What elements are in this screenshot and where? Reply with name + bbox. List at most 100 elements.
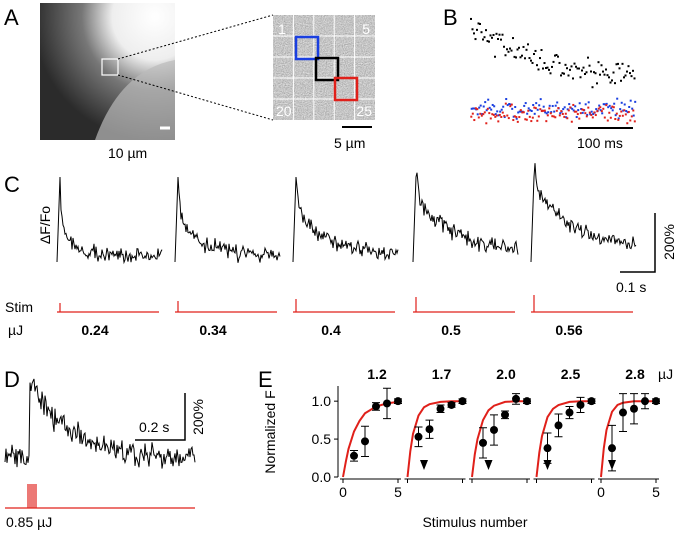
- dot: [500, 38, 502, 41]
- dot: [623, 109, 626, 112]
- dot: [566, 117, 569, 120]
- dot: [567, 109, 570, 112]
- dot: [486, 40, 489, 43]
- dot: [533, 53, 535, 56]
- point: [436, 404, 445, 413]
- dot: [518, 46, 520, 49]
- trace: [530, 163, 637, 263]
- dot: [632, 69, 634, 72]
- dot: [605, 102, 608, 105]
- dot: [533, 112, 536, 115]
- dot: [505, 98, 508, 101]
- dot: [559, 112, 562, 115]
- dot: [494, 55, 496, 58]
- point: [565, 408, 574, 417]
- dot: [473, 32, 475, 35]
- energy: 0.34: [199, 322, 226, 338]
- dot: [606, 119, 609, 122]
- dot: [587, 56, 589, 59]
- dot: [575, 65, 577, 68]
- dot: [515, 56, 517, 59]
- dot: [560, 74, 562, 77]
- dot: [611, 109, 614, 112]
- dot: [506, 48, 508, 51]
- dot: [574, 105, 577, 108]
- stim-trace: [293, 299, 395, 313]
- dot: [611, 79, 613, 82]
- panel-label: D: [4, 367, 20, 392]
- dot: [630, 75, 633, 78]
- point: [383, 399, 391, 408]
- dot: [524, 102, 527, 105]
- dot: [506, 114, 509, 117]
- dot: [531, 61, 534, 64]
- dot: [624, 74, 627, 77]
- energy: 0.5: [441, 322, 461, 338]
- chart: 0.0 0.5 1.0 Normalized F Stimulus number 0 5 1.…: [262, 366, 673, 530]
- dot: [488, 112, 491, 115]
- dot: [531, 116, 534, 119]
- unit-label: µJ: [658, 366, 673, 382]
- dot: [593, 71, 595, 74]
- dot: [596, 110, 599, 113]
- roi-red: [333, 76, 359, 102]
- dot: [571, 107, 574, 110]
- dot: [498, 33, 501, 36]
- dot: [581, 111, 584, 114]
- dot: [529, 109, 532, 112]
- stim-trace: [531, 295, 633, 313]
- dot: [608, 111, 611, 114]
- dot: [582, 66, 585, 69]
- dot: [530, 109, 533, 112]
- dot: [509, 103, 512, 106]
- dot: [578, 67, 580, 70]
- dot: [494, 113, 497, 116]
- dot: [581, 108, 584, 111]
- series-label: 2.0: [496, 366, 516, 382]
- dot: [537, 68, 540, 71]
- panel-label: E: [258, 367, 273, 392]
- dot: [506, 104, 509, 107]
- point: [501, 410, 509, 419]
- dot: [509, 47, 511, 50]
- dot: [479, 22, 481, 25]
- point: [447, 400, 456, 409]
- fit-curve: [342, 400, 399, 478]
- dot: [603, 73, 606, 76]
- dot: [588, 64, 591, 67]
- dot: [477, 116, 480, 119]
- dot: [617, 62, 619, 65]
- dot: [478, 106, 481, 109]
- dot: [558, 61, 561, 64]
- dot: [548, 68, 550, 71]
- series-label: 1.2: [367, 366, 387, 382]
- dot: [603, 116, 606, 119]
- dot: [508, 102, 511, 105]
- dot: [545, 66, 547, 69]
- dot: [545, 120, 548, 123]
- dot: [514, 106, 517, 109]
- dot: [491, 36, 493, 39]
- dot: [542, 105, 545, 108]
- dot: [510, 49, 513, 52]
- point: [587, 397, 596, 406]
- dot: [569, 106, 572, 109]
- dot: [492, 33, 495, 36]
- dot: [538, 104, 541, 107]
- dot: [632, 114, 635, 117]
- dot: [602, 107, 605, 110]
- dot: [535, 102, 538, 105]
- point: [479, 438, 487, 447]
- dot: [485, 29, 487, 32]
- unit-label: µJ: [8, 322, 23, 338]
- dot: [633, 120, 636, 123]
- grid-label: 5: [362, 21, 370, 37]
- dot: [602, 70, 604, 73]
- arrowhead: [543, 460, 552, 470]
- dot: [612, 71, 615, 74]
- dot: [524, 118, 527, 121]
- trace: [4, 378, 196, 509]
- dot: [573, 110, 576, 113]
- dot: [632, 109, 635, 112]
- dot: [548, 107, 551, 110]
